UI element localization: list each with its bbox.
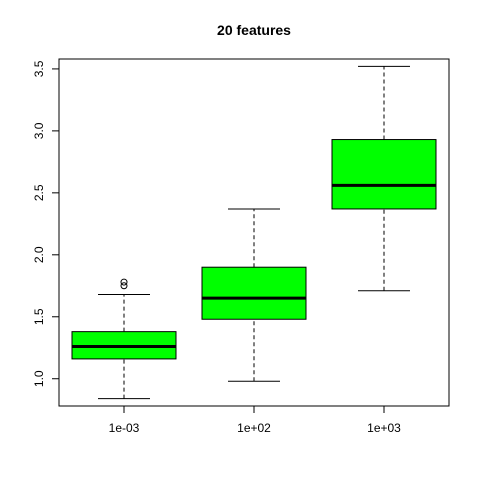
outlier-point xyxy=(120,282,128,290)
box-1e+03 xyxy=(331,65,437,292)
box-iqr xyxy=(201,266,307,320)
x-tick-label: 1e+03 xyxy=(367,421,401,435)
box-1e+02 xyxy=(201,208,307,382)
y-tick-label: 3.5 xyxy=(32,60,46,77)
y-tick-label: 3.0 xyxy=(32,122,46,139)
x-axis: 1e-03 1e+02 1e+03 xyxy=(109,405,401,435)
outlier-point xyxy=(120,278,128,286)
y-tick-label: 2.5 xyxy=(32,184,46,201)
y-tick-label: 1.5 xyxy=(32,308,46,325)
box-1e-03 xyxy=(71,278,177,400)
box-iqr xyxy=(331,139,437,210)
y-tick-label: 1.0 xyxy=(32,370,46,387)
y-tick-label: 2.0 xyxy=(32,246,46,263)
x-tick-label: 1e+02 xyxy=(237,421,271,435)
chart-title: 20 features xyxy=(217,22,291,38)
x-tick-label: 1e-03 xyxy=(109,421,140,435)
y-axis: 1.0 1.5 2.0 2.5 3.0 3.5 xyxy=(32,60,60,387)
boxes-group xyxy=(71,65,437,400)
